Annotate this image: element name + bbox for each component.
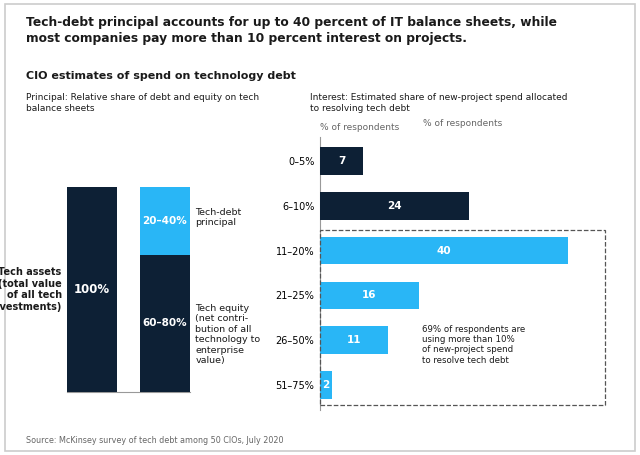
Text: Tech-debt
principal: Tech-debt principal (195, 208, 242, 227)
Text: 24: 24 (387, 201, 402, 211)
Bar (320, 192, 468, 220)
Text: 100%: 100% (74, 283, 110, 296)
FancyBboxPatch shape (5, 4, 635, 451)
Text: 60–80%: 60–80% (143, 318, 188, 329)
Text: % of respondents: % of respondents (320, 123, 399, 132)
Text: Principal: Relative share of debt and equity on tech
balance sheets: Principal: Relative share of debt and eq… (26, 93, 259, 113)
Text: 11: 11 (347, 335, 362, 345)
Text: 20–40%: 20–40% (143, 216, 188, 226)
Text: 7: 7 (338, 156, 346, 166)
Text: 40: 40 (436, 246, 451, 256)
Bar (320, 237, 568, 264)
Text: 2: 2 (323, 380, 330, 390)
Text: % of respondents: % of respondents (423, 119, 502, 128)
Bar (320, 231, 605, 405)
Bar (320, 371, 332, 399)
Text: 16: 16 (362, 290, 377, 300)
Text: Tech equity
(net contri-
bution of all
technology to
enterprise
value): Tech equity (net contri- bution of all t… (195, 304, 260, 365)
Bar (320, 282, 419, 309)
Bar (320, 147, 364, 175)
Bar (140, 187, 190, 255)
Bar (67, 187, 117, 392)
Bar (320, 326, 388, 354)
Bar (140, 255, 190, 392)
Text: CIO estimates of spend on technology debt: CIO estimates of spend on technology deb… (26, 71, 296, 81)
Text: 69% of respondents are
using more than 10%
of new-project spend
to resolve tech : 69% of respondents are using more than 1… (422, 324, 525, 365)
Text: Source: McKinsey survey of tech debt among 50 CIOs, July 2020: Source: McKinsey survey of tech debt amo… (26, 436, 283, 445)
Text: Tech assets
(total value
of all tech
investments): Tech assets (total value of all tech inv… (0, 267, 61, 312)
Text: Tech-debt principal accounts for up to 40 percent of IT balance sheets, while
mo: Tech-debt principal accounts for up to 4… (26, 16, 557, 45)
Text: Interest: Estimated share of new-project spend allocated
to resolving tech debt: Interest: Estimated share of new-project… (310, 93, 568, 113)
